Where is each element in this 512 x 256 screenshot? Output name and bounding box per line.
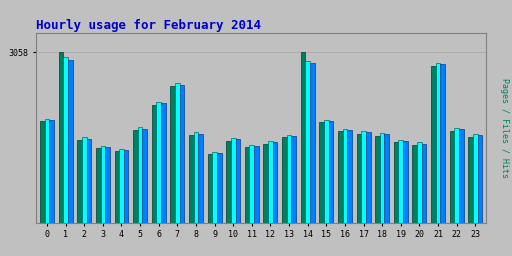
- Bar: [385, 134, 389, 223]
- Bar: [305, 61, 310, 223]
- Bar: [478, 135, 482, 223]
- Bar: [361, 131, 366, 223]
- Bar: [63, 57, 68, 223]
- Bar: [87, 138, 91, 223]
- Bar: [301, 52, 305, 223]
- Bar: [264, 144, 268, 223]
- Bar: [59, 52, 63, 223]
- Bar: [245, 147, 249, 223]
- Bar: [310, 63, 315, 223]
- Text: Hourly usage for February 2014: Hourly usage for February 2014: [36, 19, 261, 32]
- Bar: [115, 151, 119, 223]
- Bar: [68, 60, 73, 223]
- Bar: [412, 145, 417, 223]
- Bar: [287, 135, 291, 223]
- Bar: [249, 145, 254, 223]
- Bar: [459, 129, 463, 223]
- Bar: [324, 120, 329, 223]
- Bar: [403, 141, 408, 223]
- Bar: [431, 66, 436, 223]
- Bar: [347, 130, 352, 223]
- Bar: [100, 146, 105, 223]
- Bar: [338, 131, 343, 223]
- Bar: [133, 130, 138, 223]
- Bar: [119, 149, 124, 223]
- Bar: [180, 84, 184, 223]
- Bar: [105, 147, 110, 223]
- Bar: [329, 121, 333, 223]
- Bar: [198, 134, 203, 223]
- Bar: [319, 122, 324, 223]
- Bar: [231, 138, 236, 223]
- Bar: [468, 137, 473, 223]
- Bar: [45, 119, 49, 223]
- Bar: [138, 127, 142, 223]
- Bar: [380, 133, 385, 223]
- Bar: [268, 141, 273, 223]
- Bar: [436, 63, 440, 223]
- Bar: [170, 86, 175, 223]
- Bar: [291, 136, 296, 223]
- Bar: [82, 137, 87, 223]
- Bar: [96, 148, 100, 223]
- Bar: [226, 141, 231, 223]
- Bar: [236, 139, 240, 223]
- Bar: [194, 132, 198, 223]
- Bar: [189, 135, 194, 223]
- Bar: [124, 150, 129, 223]
- Bar: [356, 134, 361, 223]
- Bar: [49, 120, 54, 223]
- Bar: [450, 131, 454, 223]
- Bar: [366, 132, 371, 223]
- Bar: [152, 105, 156, 223]
- Bar: [273, 142, 278, 223]
- Bar: [454, 128, 459, 223]
- Bar: [212, 152, 217, 223]
- Bar: [440, 64, 445, 223]
- Bar: [175, 83, 180, 223]
- Bar: [161, 103, 166, 223]
- Bar: [422, 144, 426, 223]
- Bar: [343, 129, 347, 223]
- Text: Pages / Files / Hits: Pages / Files / Hits: [500, 78, 509, 178]
- Bar: [282, 137, 287, 223]
- Bar: [207, 154, 212, 223]
- Bar: [217, 153, 222, 223]
- Bar: [398, 140, 403, 223]
- Bar: [156, 102, 161, 223]
- Bar: [40, 121, 45, 223]
- Bar: [77, 140, 82, 223]
- Bar: [473, 134, 478, 223]
- Bar: [254, 146, 259, 223]
- Bar: [375, 136, 380, 223]
- Bar: [394, 143, 398, 223]
- Bar: [142, 129, 147, 223]
- Bar: [417, 143, 422, 223]
